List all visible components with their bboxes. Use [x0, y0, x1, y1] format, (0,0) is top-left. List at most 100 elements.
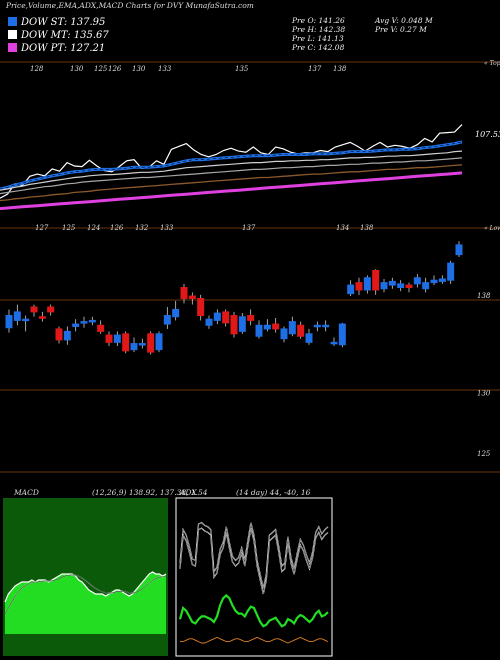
- candle-body: [22, 318, 30, 322]
- candle-body: [188, 295, 196, 299]
- candle-body: [47, 306, 55, 313]
- candle-body: [213, 312, 221, 321]
- candle-body: [280, 328, 288, 340]
- candle-body: [80, 321, 88, 324]
- stat-prev-high: Pre H: 142.38: [292, 25, 346, 34]
- candle-body: [88, 319, 96, 323]
- candle-body: [322, 324, 330, 328]
- signal-line-core: [4, 574, 167, 615]
- candle-body: [163, 315, 171, 325]
- candle-body: [147, 333, 155, 353]
- candle-body: [247, 315, 255, 321]
- candle-body: [197, 297, 205, 317]
- stat-prev-close: Pre C: 142.08: [292, 43, 345, 52]
- ema-line: [0, 150, 463, 191]
- legend-dow-mt: DOW MT: 135.67: [8, 30, 109, 41]
- adx-line: [180, 636, 329, 644]
- top-tick-label: 128: [30, 65, 44, 73]
- stat-avg-volume: Avg V: 0.048 M: [375, 16, 433, 25]
- stat-prev-low: Pre L: 141.13: [292, 34, 344, 43]
- bottom-tick-label: 127: [35, 224, 49, 232]
- bottom-tick-label: 132: [135, 224, 149, 232]
- legend-swatch-st: [8, 17, 17, 26]
- adx-params: (14 day) 44, -40, 16: [236, 488, 311, 497]
- y-tick-label: 130: [477, 389, 491, 397]
- bottom-tick-label: 125: [62, 224, 76, 232]
- candle-body: [205, 318, 213, 326]
- adx-line-core: [179, 522, 329, 589]
- legend-label-st: DOW ST: 137.95: [21, 17, 106, 28]
- candle-body: [355, 282, 363, 291]
- candle-body: [430, 279, 438, 284]
- legend-label-pt: DOW PT: 127.21: [21, 43, 106, 54]
- candle-body: [130, 343, 138, 351]
- candle-body: [13, 311, 21, 321]
- adx-label: ADX: [180, 488, 197, 497]
- candle-body: [72, 323, 80, 327]
- legend-dow-st: DOW ST: 137.95: [8, 17, 105, 28]
- chart-title: Price,Volume,EMA,ADX,MACD Charts for DVY…: [6, 1, 254, 10]
- candle-body: [338, 323, 346, 346]
- candle-body: [5, 315, 13, 329]
- candle-body: [305, 333, 313, 343]
- top-tick-label: 126: [108, 65, 122, 73]
- candle-body: [397, 283, 405, 289]
- candle-body: [438, 278, 446, 282]
- candle-body: [405, 284, 413, 289]
- candle-body: [413, 277, 421, 285]
- legend-swatch-mt: [8, 30, 17, 39]
- candle-body: [97, 324, 105, 332]
- top-tick-label: 135: [235, 65, 249, 73]
- top-tick-label: 133: [158, 65, 172, 73]
- candle-body: [255, 324, 263, 337]
- candle-body: [238, 316, 246, 332]
- candle-body: [30, 306, 38, 313]
- candle-body: [263, 324, 271, 330]
- candle-body: [313, 324, 321, 328]
- candle-body: [180, 287, 188, 299]
- candle-body: [155, 333, 163, 351]
- candle-body: [347, 284, 355, 295]
- legend-label-mt: DOW MT: 135.67: [21, 30, 109, 41]
- ema-line-dash: [0, 141, 463, 190]
- ema-line: [0, 164, 463, 202]
- candle-body: [138, 343, 146, 346]
- last-price-label: 107.53: [475, 130, 500, 139]
- candle-body: [455, 244, 463, 256]
- bottom-tick-label: 133: [160, 224, 174, 232]
- candle-body: [422, 282, 430, 290]
- ema-line: [0, 140, 463, 191]
- macd-histogram-area: [5, 572, 166, 634]
- top-tick-label: 137: [308, 65, 322, 73]
- y-tick-label: 125: [477, 450, 491, 458]
- stat-prev-volume: Pre V: 0.27 M: [375, 25, 427, 34]
- candle-body: [388, 280, 396, 286]
- candle-body: [372, 269, 380, 291]
- ema-line: [0, 157, 463, 195]
- candle-body: [222, 311, 230, 324]
- macd-params: (12,26,9) 138.92, 137.38, 1.54: [92, 488, 208, 497]
- candle-body: [55, 328, 63, 341]
- top-tick-label: 130: [70, 65, 84, 73]
- bottom-tick-label: 134: [336, 224, 349, 232]
- candle-body: [38, 316, 46, 319]
- candle-body: [330, 341, 338, 345]
- candle-body: [122, 333, 130, 352]
- candle-body: [288, 321, 296, 335]
- candle-body: [272, 323, 280, 330]
- top-tick-label: 130: [132, 65, 146, 73]
- candle-body: [172, 308, 180, 318]
- corner-label-tops: « Tops: [484, 60, 500, 67]
- bottom-tick-label: 137: [242, 224, 256, 232]
- adx-line-core: [179, 527, 329, 595]
- candle-body: [230, 315, 238, 335]
- bottom-tick-label: 126: [110, 224, 124, 232]
- top-tick-label: 138: [333, 65, 347, 73]
- candle-body: [363, 277, 371, 291]
- stat-prev-open: Pre O: 141.26: [292, 16, 345, 25]
- candle-body: [105, 334, 113, 343]
- y-tick-label: 138: [477, 292, 491, 300]
- corner-label-lows: « Lows: [484, 225, 500, 232]
- price-line: [0, 124, 463, 199]
